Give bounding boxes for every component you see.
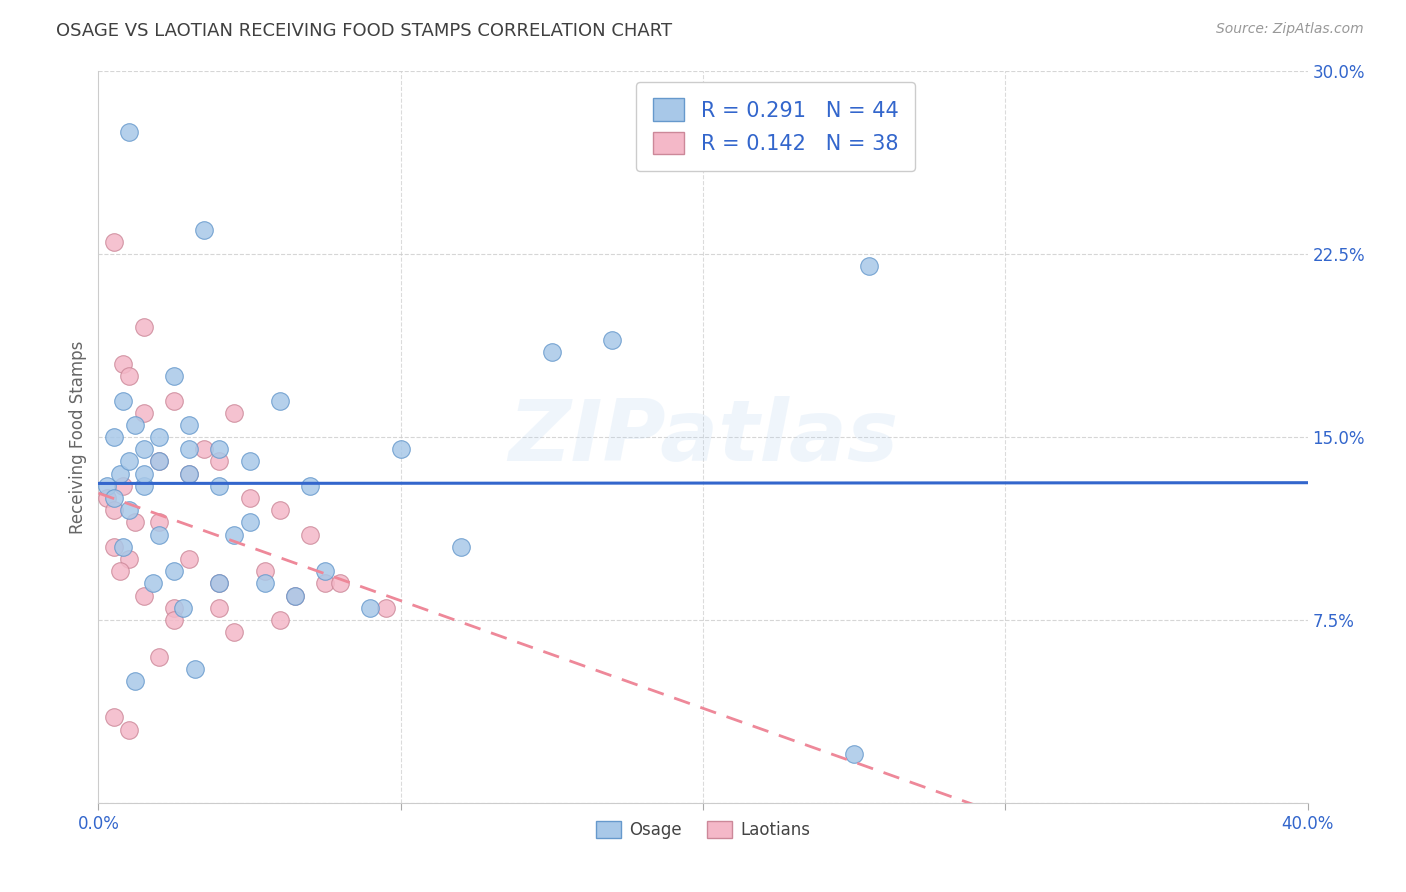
Point (111, 479, 134, 493)
Text: OSAGE VS LAOTIAN RECEIVING FOOD STAMPS CORRELATION CHART: OSAGE VS LAOTIAN RECEIVING FOOD STAMPS C… (56, 22, 672, 40)
Point (224, 406, 246, 420)
Point (374, 600, 396, 615)
Point (96, 479, 118, 493)
Point (269, 613, 291, 627)
Point (179, 552, 201, 566)
Point (844, 747, 866, 761)
Point (208, 442, 231, 457)
Point (132, 467, 155, 481)
Point (179, 467, 201, 481)
Point (314, 564, 336, 578)
Point (163, 369, 186, 384)
Point (111, 393, 134, 408)
Point (224, 625, 246, 640)
Point (163, 564, 186, 578)
Point (269, 393, 291, 408)
Point (148, 454, 170, 468)
Point (208, 600, 231, 615)
Point (132, 589, 155, 603)
Point (148, 649, 170, 664)
Point (172, 600, 194, 615)
Point (858, 260, 880, 274)
Point (103, 491, 125, 505)
Point (148, 430, 170, 444)
Point (103, 235, 125, 249)
Point (208, 454, 231, 468)
Point (253, 564, 276, 578)
Point (163, 393, 186, 408)
Point (118, 369, 141, 384)
Point (284, 589, 307, 603)
Point (284, 589, 307, 603)
Point (253, 576, 276, 591)
Point (184, 662, 207, 676)
Point (118, 125, 141, 139)
Point (118, 454, 141, 468)
Point (193, 442, 215, 457)
Point (179, 417, 201, 432)
Y-axis label: Receiving Food Stamps: Receiving Food Stamps (69, 341, 87, 533)
Point (239, 516, 262, 530)
Text: Source: ZipAtlas.com: Source: ZipAtlas.com (1216, 22, 1364, 37)
Point (103, 540, 125, 554)
Point (360, 600, 382, 615)
Point (132, 479, 155, 493)
Point (208, 479, 231, 493)
Point (602, 333, 624, 347)
Point (224, 527, 246, 541)
Point (124, 673, 146, 688)
Point (314, 576, 336, 591)
Point (179, 442, 201, 457)
Point (299, 527, 322, 541)
Point (269, 503, 291, 517)
Point (163, 613, 186, 627)
Point (103, 710, 125, 724)
Point (124, 417, 146, 432)
Point (118, 503, 141, 517)
Point (124, 516, 146, 530)
Point (111, 357, 134, 371)
Point (179, 467, 201, 481)
Legend: Osage, Laotians: Osage, Laotians (589, 814, 817, 846)
Point (163, 600, 186, 615)
Text: ZIPatlas: ZIPatlas (508, 395, 898, 479)
Point (142, 576, 165, 591)
Point (193, 223, 215, 237)
Point (108, 467, 131, 481)
Point (148, 516, 170, 530)
Point (148, 454, 170, 468)
Point (118, 723, 141, 737)
Point (132, 406, 155, 420)
Point (450, 540, 472, 554)
Point (132, 442, 155, 457)
Point (96, 491, 118, 505)
Point (132, 320, 155, 334)
Point (103, 503, 125, 517)
Point (389, 442, 412, 457)
Point (103, 430, 125, 444)
Point (208, 576, 231, 591)
Point (118, 552, 141, 566)
Point (540, 344, 562, 359)
Point (111, 540, 134, 554)
Point (208, 576, 231, 591)
Point (239, 454, 262, 468)
Point (108, 564, 131, 578)
Point (148, 527, 170, 541)
Point (239, 491, 262, 505)
Point (329, 576, 352, 591)
Point (299, 479, 322, 493)
